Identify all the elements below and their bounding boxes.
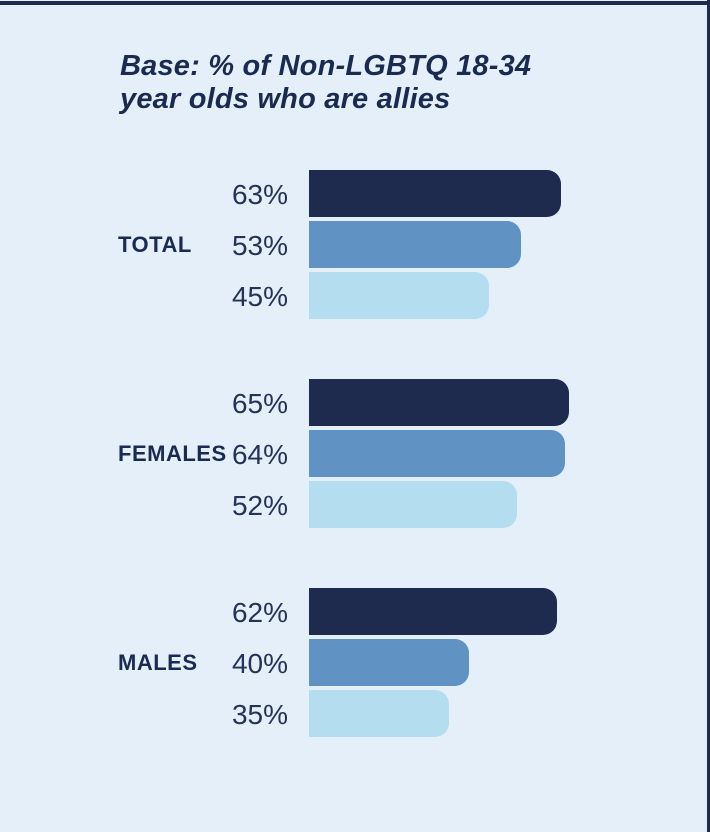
value-label: 45% — [231, 281, 288, 312]
bar-row: 62% — [0, 588, 710, 635]
bar-group-total: TOTAL 63% 53% 45% — [0, 170, 710, 319]
value-label: 35% — [231, 699, 288, 730]
bar-females-series-2 — [309, 430, 565, 477]
bar-males-series-1 — [309, 588, 557, 635]
value-label: 40% — [231, 648, 288, 679]
bar-group-females: FEMALES 65% 64% 52% — [0, 379, 710, 528]
right-border-strip — [707, 0, 710, 832]
bar-row: 65% — [0, 379, 710, 426]
value-label: 52% — [231, 490, 288, 521]
bar-total-series-1 — [309, 170, 561, 217]
bar-row: 40% — [0, 639, 710, 686]
bar-females-series-1 — [309, 379, 569, 426]
bar-group-males: MALES 62% 40% 35% — [0, 588, 710, 737]
chart-title: Base: % of Non-LGBTQ 18-34 year olds who… — [120, 50, 640, 116]
bar-row: 53% — [0, 221, 710, 268]
bar-females-series-3 — [309, 481, 517, 528]
bar-total-series-2 — [309, 221, 521, 268]
top-border-strip — [0, 1, 710, 5]
value-label: 53% — [231, 230, 288, 261]
bar-males-series-3 — [309, 690, 449, 737]
bar-males-series-2 — [309, 639, 469, 686]
value-label: 64% — [231, 439, 288, 470]
group-label-males: MALES — [118, 649, 198, 675]
chart-title-line1: Base: % of Non-LGBTQ 18-34 — [120, 50, 532, 82]
bar-row: 45% — [0, 272, 710, 319]
bar-row: 63% — [0, 170, 710, 217]
bar-row: 35% — [0, 690, 710, 737]
bar-row: 52% — [0, 481, 710, 528]
value-label: 63% — [231, 179, 288, 210]
value-label: 65% — [231, 388, 288, 419]
value-label: 62% — [231, 597, 288, 628]
group-label-total: TOTAL — [118, 231, 192, 257]
chart-title-line2: year olds who are allies — [120, 83, 451, 115]
bar-row: 64% — [0, 430, 710, 477]
bar-total-series-3 — [309, 272, 489, 319]
group-label-females: FEMALES — [118, 440, 227, 466]
